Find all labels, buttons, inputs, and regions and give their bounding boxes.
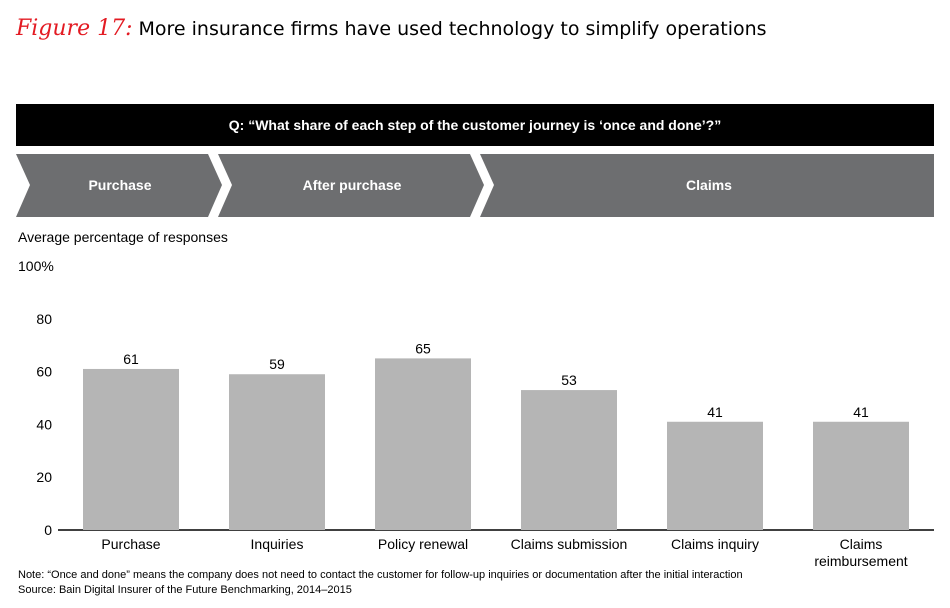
y-axis-ticks: 0 20 40 60 80 100%: [18, 258, 54, 538]
figure-label: Figure 17:: [16, 16, 133, 41]
stage-chevron-purchase: [16, 154, 222, 217]
data-label: 41: [853, 404, 869, 420]
y-tick-label: 20: [36, 469, 52, 485]
y-tick-label: 80: [36, 311, 52, 327]
x-tick-label: reimbursement: [814, 553, 907, 568]
bar-chart: Average percentage of responses 0 20 40 60 8…: [18, 229, 934, 568]
x-axis-labels: Purchase Inquiries Policy renewal Claims su…: [101, 536, 907, 568]
x-tick-label: Claims inquiry: [671, 536, 759, 552]
stage-chevron-claims: [480, 154, 934, 217]
bars: [83, 358, 909, 530]
journey-stages: Purchase After purchase Claims: [16, 154, 934, 217]
x-tick-label: Claims: [840, 536, 883, 552]
value-labels: 61 59 65 53 41 41: [123, 340, 869, 419]
source-text: Source: Bain Digital Insurer of the Futu…: [18, 584, 352, 596]
data-label: 53: [561, 372, 577, 388]
stage-label-purchase: Purchase: [88, 177, 151, 193]
figure-title: Figure 17: More insurance firms have used…: [16, 16, 767, 41]
notes: Note: “Once and done” means the company …: [18, 568, 743, 598]
data-label: 61: [123, 351, 139, 367]
bar: [521, 390, 617, 530]
y-tick-label: 0: [44, 522, 52, 538]
stage-chevron-after-purchase: [218, 154, 484, 217]
bar: [83, 368, 179, 530]
figure-title-text: More insurance firms have used technolog…: [138, 18, 767, 40]
y-tick-label: 60: [36, 364, 52, 380]
bar: [667, 421, 763, 530]
x-tick-label: Policy renewal: [378, 536, 468, 552]
data-label: 59: [269, 356, 285, 372]
x-tick-label: Claims submission: [511, 536, 628, 552]
y-axis-title: Average percentage of responses: [18, 229, 228, 245]
bar: [375, 358, 471, 530]
bar: [813, 421, 909, 530]
note-text: Note: “Once and done” means the company …: [18, 569, 743, 581]
stage-label-claims: Claims: [686, 177, 732, 193]
y-tick-label: 40: [36, 416, 52, 432]
bar: [229, 374, 325, 530]
data-label: 65: [415, 340, 431, 356]
y-tick-label: 100%: [18, 258, 54, 274]
x-tick-label: Purchase: [101, 536, 160, 552]
stage-label-after-purchase: After purchase: [303, 177, 402, 193]
x-tick-label: Inquiries: [251, 536, 304, 552]
question-bar: Q: “What share of each step of the custo…: [16, 104, 934, 146]
data-label: 41: [707, 404, 723, 420]
